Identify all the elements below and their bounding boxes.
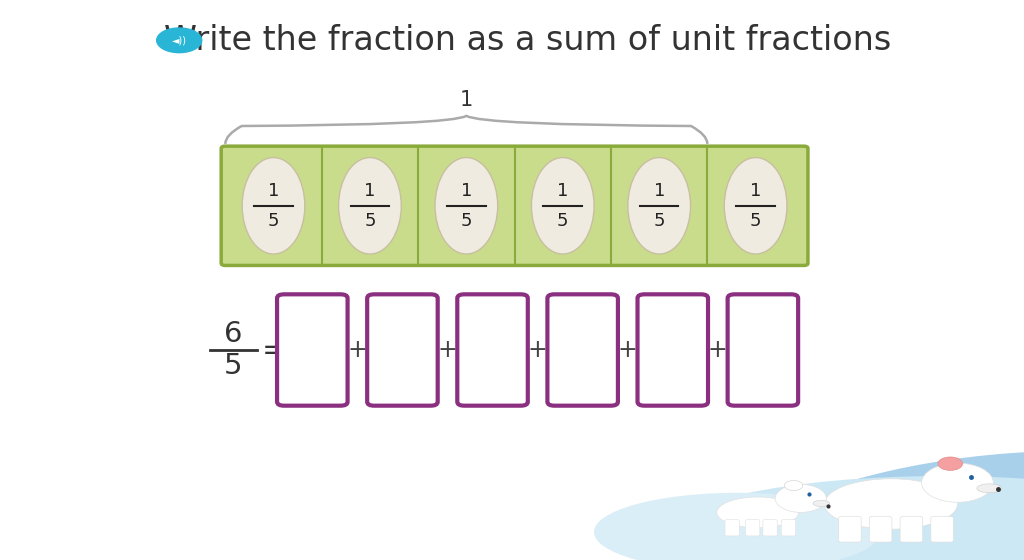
Text: =: =: [261, 335, 288, 365]
FancyBboxPatch shape: [728, 295, 798, 405]
FancyBboxPatch shape: [458, 295, 527, 405]
FancyBboxPatch shape: [221, 146, 808, 265]
Ellipse shape: [628, 157, 690, 254]
Text: 1: 1: [461, 182, 472, 200]
Circle shape: [938, 457, 963, 470]
Circle shape: [775, 484, 826, 512]
Circle shape: [784, 480, 803, 491]
Text: 1: 1: [365, 182, 376, 200]
FancyBboxPatch shape: [548, 295, 617, 405]
Text: 5: 5: [750, 212, 762, 230]
FancyBboxPatch shape: [839, 516, 861, 542]
Text: ◄)): ◄)): [172, 35, 186, 45]
Ellipse shape: [977, 484, 1001, 493]
Text: 5: 5: [653, 212, 665, 230]
Text: +: +: [617, 338, 638, 362]
Text: 5: 5: [557, 212, 568, 230]
Text: 1: 1: [557, 182, 568, 200]
Text: 5: 5: [267, 212, 280, 230]
Ellipse shape: [813, 501, 829, 507]
FancyBboxPatch shape: [368, 295, 437, 405]
Ellipse shape: [594, 493, 881, 560]
Ellipse shape: [242, 157, 305, 254]
Text: +: +: [437, 338, 458, 362]
Text: 1: 1: [460, 90, 473, 110]
Text: 5: 5: [461, 212, 472, 230]
FancyBboxPatch shape: [900, 516, 923, 542]
Text: Write the fraction as a sum of unit fractions: Write the fraction as a sum of unit frac…: [164, 24, 891, 57]
Text: 1: 1: [653, 182, 665, 200]
Text: 1: 1: [750, 182, 761, 200]
Ellipse shape: [717, 497, 799, 528]
FancyBboxPatch shape: [781, 520, 796, 536]
Ellipse shape: [640, 451, 1024, 560]
FancyBboxPatch shape: [869, 516, 892, 542]
Ellipse shape: [824, 479, 957, 529]
Text: +: +: [708, 338, 728, 362]
Circle shape: [922, 463, 993, 502]
Ellipse shape: [724, 157, 787, 254]
Ellipse shape: [531, 157, 594, 254]
Text: 1: 1: [268, 182, 280, 200]
Text: 6: 6: [224, 320, 243, 348]
FancyBboxPatch shape: [638, 295, 708, 405]
Ellipse shape: [660, 476, 1024, 560]
Text: 5: 5: [365, 212, 376, 230]
FancyBboxPatch shape: [725, 520, 739, 536]
FancyBboxPatch shape: [745, 520, 760, 536]
FancyBboxPatch shape: [278, 295, 347, 405]
Ellipse shape: [339, 157, 401, 254]
Circle shape: [157, 28, 202, 53]
Text: +: +: [527, 338, 548, 362]
FancyBboxPatch shape: [931, 516, 953, 542]
Ellipse shape: [435, 157, 498, 254]
Text: +: +: [347, 338, 368, 362]
Text: 5: 5: [224, 352, 243, 380]
FancyBboxPatch shape: [763, 520, 777, 536]
